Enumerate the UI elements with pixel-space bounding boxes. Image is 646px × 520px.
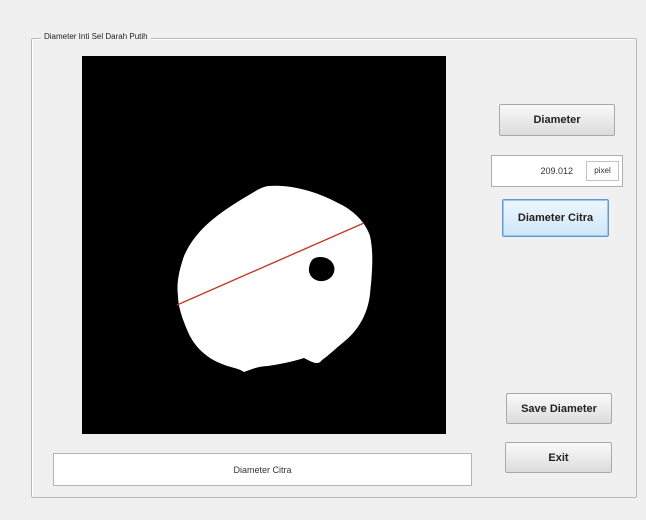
status-text-field: Diameter Citra: [53, 453, 472, 486]
panel-title: Diameter Inti Sel Darah Putih: [41, 31, 151, 43]
diameter-value: 209.012: [540, 166, 573, 176]
diameter-line: [176, 222, 365, 306]
exit-button[interactable]: Exit: [505, 442, 612, 473]
segmented-cell-image: [82, 56, 446, 434]
cell-nucleus-shape: [177, 185, 373, 372]
diameter-button[interactable]: Diameter: [499, 104, 615, 136]
diameter-citra-button[interactable]: Diameter Citra: [502, 199, 609, 237]
cell-hole: [308, 256, 335, 282]
image-axes: [82, 56, 446, 434]
main-panel: [31, 38, 637, 498]
save-diameter-button[interactable]: Save Diameter: [506, 393, 612, 424]
unit-label: pixel: [586, 161, 619, 181]
